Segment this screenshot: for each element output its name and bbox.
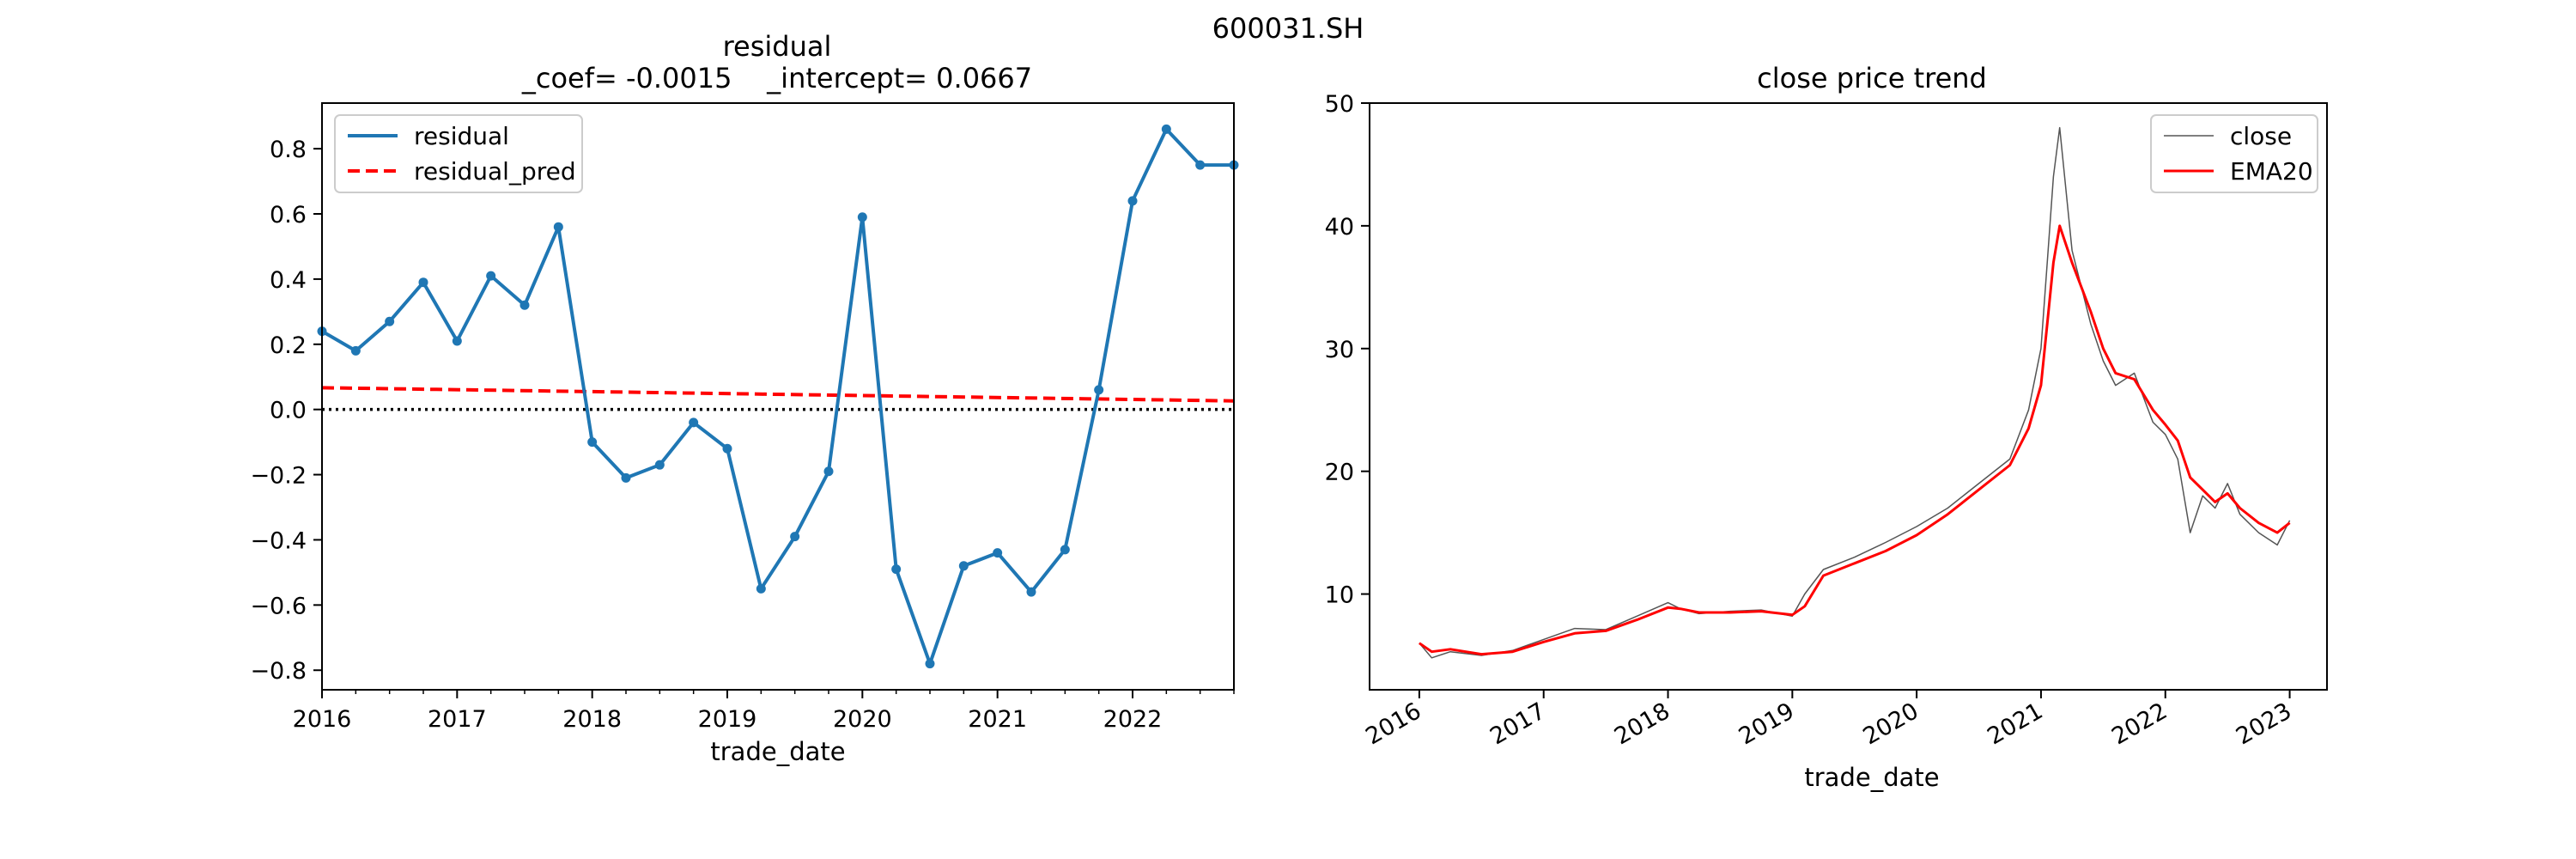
- residual-chart-title-line1: residual: [723, 30, 832, 63]
- residual-y-tick-label: 0.6: [270, 202, 307, 228]
- residual-x-tick-label: 2018: [562, 706, 622, 733]
- residual-y-tick-label: −0.2: [250, 463, 307, 490]
- residual-legend-label: residual: [414, 122, 509, 150]
- close-x-tick-label: 2018: [1610, 698, 1674, 750]
- residual-point: [519, 300, 530, 310]
- residual-point: [1094, 385, 1104, 395]
- ema20-line: [1419, 224, 2291, 656]
- residual-point: [385, 316, 395, 326]
- close-y-tick-label: 30: [1325, 337, 1354, 363]
- residual-x-axis: 2016 2017 2018 2019 2020 2021 2022: [293, 690, 1235, 733]
- residual-point: [654, 460, 665, 470]
- residual-y-tick-label: 0.8: [270, 137, 307, 163]
- close-price-plot-area: [1419, 126, 2291, 659]
- residual-point: [756, 583, 766, 594]
- residual-legend: residual residual_pred: [334, 114, 583, 193]
- residual-point: [891, 564, 902, 575]
- residual-plot-frame: [321, 102, 1235, 691]
- residual-x-tick-label: 2020: [833, 706, 892, 733]
- residual-pred-legend-label: residual_pred: [414, 157, 576, 186]
- ema20-legend-label: EMA20: [2230, 157, 2313, 186]
- residual-x-tick-label: 2021: [968, 706, 1027, 733]
- close-price-x-axis: 2016 2017 2018 2019 2020 2021 2022 2023: [1361, 690, 2296, 750]
- close-price-legend-box: [2150, 114, 2318, 193]
- residual-point: [823, 466, 834, 477]
- close-x-tick-label: 2017: [1485, 698, 1550, 750]
- residual-y-tick-label: −0.6: [250, 593, 307, 619]
- residual-point: [587, 437, 598, 448]
- close-line: [1419, 126, 2291, 659]
- residual-point: [1195, 160, 1206, 170]
- residual-point: [925, 659, 935, 669]
- residual-point: [418, 277, 428, 288]
- residual-point: [452, 336, 462, 346]
- residual-point: [1127, 196, 1138, 206]
- residual-point: [1026, 587, 1036, 597]
- residual-x-tick-label: 2016: [293, 706, 352, 733]
- close-price-x-axis-label: trade_date: [1804, 763, 1939, 792]
- close-y-tick-label: 10: [1325, 582, 1354, 609]
- residual-point: [1161, 124, 1171, 134]
- residual-x-tick-label: 2019: [698, 706, 757, 733]
- residual-y-tick-label: 0.4: [270, 267, 307, 294]
- close-price-chart-title: close price trend: [1757, 62, 1987, 94]
- close-x-tick-label: 2016: [1361, 698, 1425, 750]
- residual-chart-title-line2: _coef= -0.0015 _intercept= 0.0667: [521, 62, 1032, 94]
- close-x-tick-label: 2022: [2107, 698, 2172, 750]
- residual-x-axis-label: trade_date: [710, 737, 845, 766]
- residual-point: [553, 222, 563, 232]
- residual-chart: residual _coef= -0.0015 _intercept= 0.06…: [250, 30, 1239, 766]
- residual-point: [958, 561, 969, 571]
- residual-x-tick-label: 2022: [1103, 706, 1163, 733]
- close-y-tick-label: 50: [1325, 91, 1354, 118]
- residual-point: [350, 345, 361, 356]
- residual-plot-area: [317, 124, 1239, 669]
- close-price-legend: close EMA20: [2150, 114, 2318, 193]
- residual-point: [621, 472, 631, 483]
- residual-point: [790, 532, 800, 542]
- close-legend-label: close: [2230, 122, 2292, 150]
- close-x-tick-label: 2023: [2232, 698, 2296, 750]
- residual-y-tick-label: −0.8: [250, 658, 307, 685]
- close-y-tick-label: 20: [1325, 460, 1354, 486]
- close-x-tick-label: 2019: [1735, 698, 1799, 750]
- close-x-tick-label: 2021: [1983, 698, 2047, 750]
- residual-pred-line: [321, 386, 1235, 403]
- residual-x-tick-label: 2017: [428, 706, 487, 733]
- residual-point: [993, 548, 1003, 558]
- residual-y-tick-label: 0.2: [270, 332, 307, 359]
- residual-y-axis: −0.8 −0.6 −0.4 −0.2 0.0 0.2 0.4 0.6 0.8: [250, 137, 322, 685]
- residual-line: [320, 127, 1234, 666]
- close-price-plot-frame: [1369, 102, 2328, 691]
- close-price-y-axis: 10 20 30 40 50: [1325, 91, 1370, 609]
- residual-point: [1060, 545, 1070, 555]
- residual-y-tick-label: −0.4: [250, 527, 307, 554]
- residual-point: [857, 212, 867, 222]
- residual-point: [689, 417, 699, 428]
- residual-point: [722, 443, 732, 454]
- residual-y-tick-label: 0.0: [270, 398, 307, 424]
- close-y-tick-label: 40: [1325, 214, 1354, 241]
- figure-suptitle: 600031.SH: [1212, 12, 1364, 45]
- residual-point: [486, 271, 496, 281]
- close-x-tick-label: 2020: [1859, 698, 1923, 750]
- close-price-chart: close price trend 2016 2017 2018 2019 2020 20…: [1325, 62, 2328, 792]
